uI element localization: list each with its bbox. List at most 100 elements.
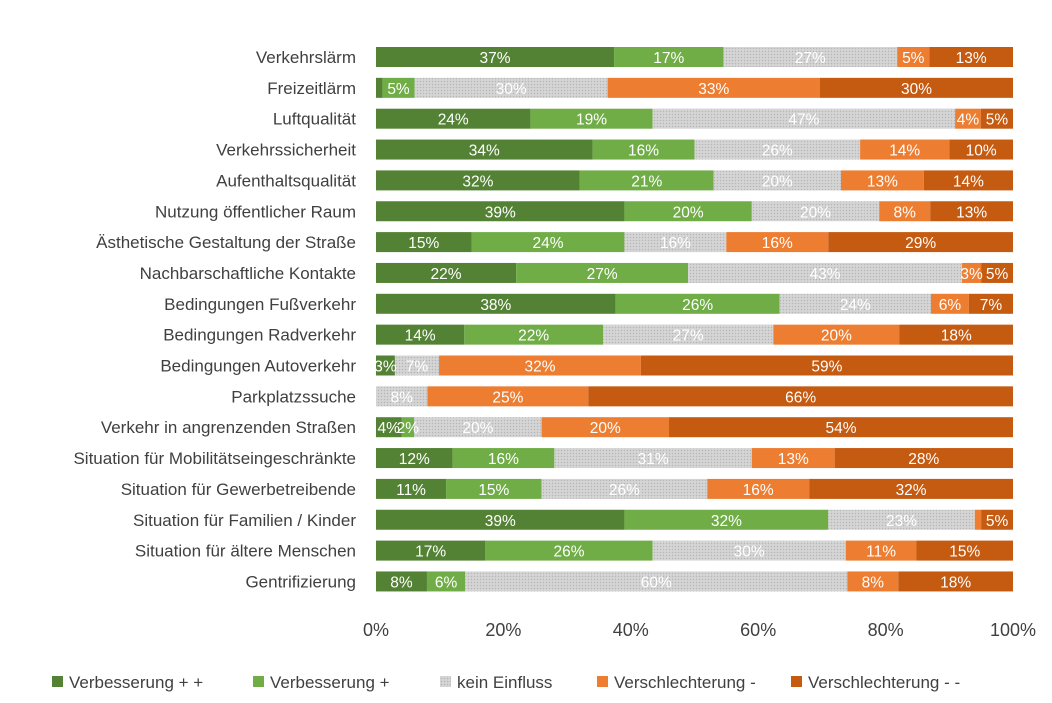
bar-segment [949, 139, 1013, 160]
data-label: 22% [431, 266, 462, 283]
bar-segment [652, 540, 846, 561]
bar-segment [427, 386, 589, 407]
bar-segment [376, 47, 615, 67]
data-label: 22% [518, 328, 549, 345]
data-label: 26% [554, 544, 585, 561]
bar-segment [376, 478, 447, 499]
bar-segment [751, 201, 880, 222]
bar-segment [382, 77, 415, 98]
data-label: 8% [391, 389, 414, 406]
data-label: 24% [840, 297, 871, 314]
bar-segment [465, 571, 848, 592]
data-label: 25% [492, 389, 523, 406]
bar-segment [554, 448, 752, 469]
bar-segment [726, 232, 829, 253]
bar-segment [464, 324, 604, 345]
data-label: 3% [374, 359, 397, 376]
legend: Verbesserung + + Verbesserung + kein Einfl… [52, 673, 960, 692]
data-label: 8% [390, 574, 413, 591]
bar-segment [981, 262, 1013, 283]
bar-segment [923, 170, 1013, 191]
bar-segment [809, 478, 1013, 499]
data-label: 14% [953, 173, 984, 190]
data-label: 29% [905, 235, 936, 252]
data-label: 37% [480, 50, 511, 67]
x-tick-label: 40% [613, 620, 649, 640]
data-label: 23% [886, 513, 917, 530]
bar-segment [414, 77, 608, 98]
bar-segment [929, 47, 1013, 67]
data-label: 16% [488, 451, 519, 468]
bar-segment [624, 201, 752, 222]
bar-segment [516, 262, 689, 283]
legend-swatch [440, 676, 451, 687]
data-label: 14% [405, 328, 436, 345]
bar-segment [694, 139, 861, 160]
data-label: 6% [939, 297, 962, 314]
bar-segment [779, 293, 932, 314]
bar-segment [376, 108, 531, 129]
data-label: 20% [800, 204, 831, 221]
data-label: 59% [811, 359, 842, 376]
bar-segment [968, 293, 1013, 314]
bar-segment [376, 201, 625, 222]
category-label: Situation für Gewerbetreibende [121, 480, 356, 499]
data-label: 33% [698, 81, 729, 98]
data-label: 21% [631, 173, 662, 190]
bar-segment [962, 262, 982, 283]
data-label: 20% [673, 204, 704, 221]
x-axis-ticks: 0% 20% 40% 60% 80% 100% [363, 620, 1036, 640]
bar-segment [723, 47, 898, 67]
bar-segment [879, 201, 931, 222]
category-labels: Verkehrslärm Freizeitlärm Luftqualität Verk… [73, 48, 356, 591]
category-label: Verkehr in angrenzenden Straßen [101, 418, 356, 437]
bar-segment [579, 170, 714, 191]
bar-segment [669, 417, 1013, 438]
data-label: 19% [576, 112, 607, 129]
data-label: 26% [682, 297, 713, 314]
data-label: 4% [957, 112, 980, 129]
bar-segment [640, 355, 1013, 376]
bar-segment [376, 355, 395, 376]
bar-segment [376, 170, 580, 191]
category-label: Nutzung öffentlicher Raum [155, 202, 356, 221]
bar-segment [981, 509, 1013, 530]
data-label: 26% [609, 482, 640, 499]
category-label: Bedingungen Autoverkehr [160, 357, 356, 376]
category-label: Ästhetische Gestaltung der Straße [96, 233, 356, 252]
bar-segment [897, 47, 930, 67]
bar-segment [845, 540, 917, 561]
bar-segment [376, 324, 465, 345]
data-label: 34% [469, 143, 500, 160]
data-label: 16% [660, 235, 691, 252]
data-label: 20% [821, 328, 852, 345]
data-label: 16% [628, 143, 659, 160]
data-label: 32% [462, 173, 493, 190]
data-label: 15% [408, 235, 439, 252]
category-label: Verkehrssicherheit [216, 141, 356, 160]
data-label: 13% [778, 451, 809, 468]
bar-segment [376, 417, 402, 438]
bar-segment [588, 386, 1013, 407]
legend-label: Verschlechterung - [614, 673, 756, 692]
data-label: 6% [435, 574, 458, 591]
bar-segment [376, 232, 472, 253]
bar-segment [834, 448, 1013, 469]
bar-segment [603, 324, 774, 345]
bar-segment [376, 448, 453, 469]
x-tick-label: 80% [868, 620, 904, 640]
legend-item: Verbesserung + [253, 673, 390, 692]
bar-segment [376, 293, 616, 314]
data-label: 20% [590, 420, 621, 437]
data-label: 5% [986, 266, 1009, 283]
bar-segment [980, 108, 1013, 129]
x-tick-label: 20% [485, 620, 521, 640]
legend-item: Verbesserung + + [52, 673, 203, 692]
data-label: 15% [478, 482, 509, 499]
bar-segment [899, 324, 1013, 345]
legend-label: kein Einfluss [457, 673, 552, 692]
data-label: 28% [908, 451, 939, 468]
category-label: Bedingungen Fußverkehr [164, 295, 356, 314]
category-label: Freizeitlärm [267, 79, 356, 98]
